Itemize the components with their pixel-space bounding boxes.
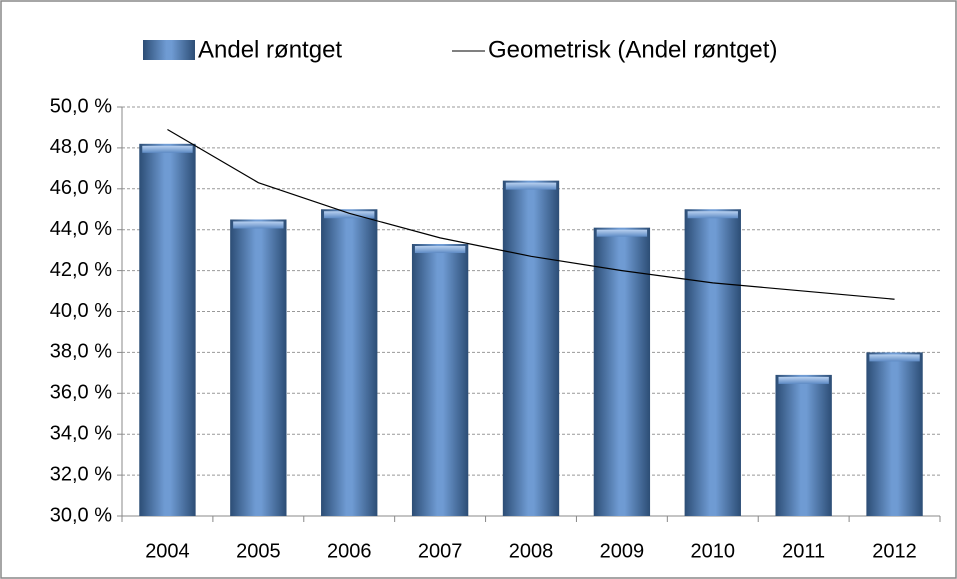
legend-swatch <box>143 40 195 60</box>
bar-cap <box>869 354 920 362</box>
bar-cap <box>687 211 738 219</box>
y-tick-label: 46,0 % <box>50 177 112 199</box>
y-tick-label: 36,0 % <box>50 382 112 404</box>
bar <box>684 209 741 516</box>
bar <box>321 209 378 516</box>
bar <box>230 219 287 516</box>
legend-label: Geometrisk (Andel røntget) <box>488 36 777 63</box>
bar-cap <box>414 246 466 254</box>
y-tick-label: 40,0 % <box>50 300 112 322</box>
x-tick-label: 2010 <box>691 540 736 562</box>
y-tick-label: 32,0 % <box>50 463 112 485</box>
x-tick-label: 2007 <box>418 540 463 562</box>
x-tick-label: 2005 <box>236 540 281 562</box>
x-tick-label: 2009 <box>600 540 645 562</box>
legend-label: Andel røntget <box>198 36 342 63</box>
x-tick-label: 2006 <box>327 540 372 562</box>
x-tick-label: 2008 <box>509 540 554 562</box>
x-tick-label: 2012 <box>872 540 917 562</box>
bar <box>139 143 196 516</box>
bar <box>502 180 560 516</box>
y-tick-label: 50,0 % <box>50 95 112 117</box>
bar <box>411 244 469 516</box>
bar-cap <box>505 182 557 190</box>
bar <box>866 352 923 516</box>
x-tick-label: 2011 <box>782 540 825 562</box>
bar <box>593 227 651 516</box>
bar <box>775 374 832 516</box>
bar-cap <box>142 145 193 153</box>
y-tick-label: 42,0 % <box>50 259 112 281</box>
y-tick-label: 44,0 % <box>50 218 112 240</box>
y-tick-label: 30,0 % <box>50 504 112 526</box>
y-tick-label: 38,0 % <box>50 341 112 363</box>
bar-cap <box>596 229 648 237</box>
y-tick-label: 34,0 % <box>50 422 112 444</box>
bar-cap <box>324 211 375 219</box>
trend-line <box>167 128 895 300</box>
bar-cap <box>233 221 284 229</box>
x-tick-label: 2004 <box>145 540 190 562</box>
y-tick-label: 48,0 % <box>50 136 112 158</box>
bar-cap <box>778 376 829 384</box>
legend: Andel røntget Geometrisk (Andel røntget) <box>143 36 777 63</box>
